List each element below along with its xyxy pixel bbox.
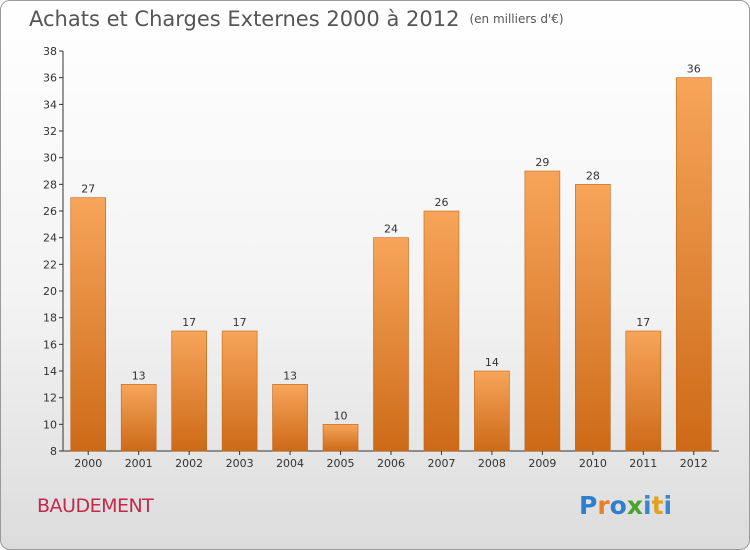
data-label: 17 — [182, 316, 196, 329]
data-label: 14 — [485, 356, 499, 369]
x-tick-label: 2009 — [528, 457, 556, 470]
x-tick-label: 2005 — [327, 457, 355, 470]
data-label: 26 — [434, 196, 448, 209]
y-tick-label: 14 — [43, 365, 57, 378]
y-tick-label: 30 — [43, 152, 57, 165]
y-tick-label: 8 — [50, 445, 57, 458]
x-tick-label: 2000 — [74, 457, 102, 470]
bar — [474, 370, 510, 452]
data-label: 27 — [81, 183, 95, 196]
commune-name: BAUDEMENT — [37, 495, 154, 517]
data-label: 24 — [384, 223, 398, 236]
x-tick-label: 2012 — [680, 457, 708, 470]
x-tick-label: 2001 — [125, 457, 153, 470]
chart-unit: (en milliers d'€) — [469, 12, 564, 26]
y-tick-label: 36 — [43, 72, 57, 85]
bar — [272, 384, 308, 452]
chart-title-text: Achats et Charges Externes 2000 à 2012 — [29, 7, 460, 31]
x-tick-label: 2002 — [175, 457, 203, 470]
y-tick-label: 10 — [43, 418, 57, 431]
data-label: 29 — [535, 156, 549, 169]
chart-title: Achats et Charges Externes 2000 à 2012 (e… — [29, 7, 564, 31]
data-label: 13 — [283, 369, 297, 382]
x-tick-label: 2008 — [478, 457, 506, 470]
data-label: 17 — [636, 316, 650, 329]
x-tick-label: 2011 — [629, 457, 657, 470]
bar — [423, 210, 460, 452]
bar — [120, 384, 157, 452]
bar — [221, 330, 258, 452]
y-tick-label: 24 — [43, 232, 57, 245]
x-tick-label: 2010 — [579, 457, 607, 470]
y-tick-label: 16 — [43, 338, 57, 351]
x-tick-label: 2003 — [226, 457, 254, 470]
proxiti-logo: Proxiti — [579, 491, 673, 520]
bar — [373, 237, 409, 452]
bar — [322, 424, 359, 452]
y-tick-label: 28 — [43, 178, 57, 191]
x-tick-label: 2007 — [427, 457, 455, 470]
y-tick-label: 38 — [43, 45, 57, 58]
bar — [171, 330, 207, 452]
bar — [524, 170, 561, 452]
data-label: 36 — [687, 63, 701, 76]
y-tick-label: 20 — [43, 285, 57, 298]
data-label: 10 — [334, 409, 348, 422]
y-tick-label: 26 — [43, 205, 57, 218]
data-label: 13 — [132, 369, 146, 382]
x-tick-label: 2006 — [377, 457, 405, 470]
y-tick-label: 12 — [43, 392, 57, 405]
y-tick-label: 32 — [43, 125, 57, 138]
bar — [675, 77, 712, 452]
y-tick-label: 22 — [43, 258, 57, 271]
bar — [70, 197, 107, 452]
y-tick-label: 34 — [43, 98, 57, 111]
data-label: 28 — [586, 169, 600, 182]
x-tick-label: 2004 — [276, 457, 304, 470]
bar — [625, 330, 662, 452]
y-tick-label: 18 — [43, 312, 57, 325]
data-label: 17 — [233, 316, 247, 329]
bar — [575, 184, 611, 452]
